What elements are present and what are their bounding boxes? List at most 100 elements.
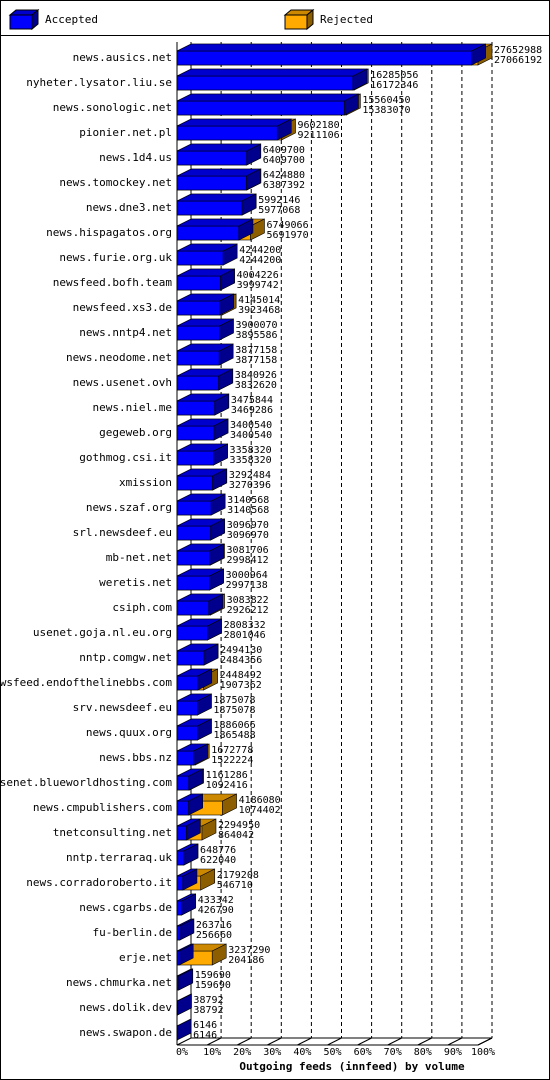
y-tick-label: usenet.blueworldhosting.com <box>0 776 172 789</box>
bar-front <box>176 925 181 941</box>
bar <box>176 593 224 616</box>
value-label: 2494130 <box>220 645 262 656</box>
y-tick-label: newsfeed.bofh.team <box>53 276 173 289</box>
value-label: 4244200 <box>239 245 281 256</box>
legend-label: Accepted <box>45 13 98 26</box>
bar-front <box>176 175 247 191</box>
y-tick-label: news.cgarbs.de <box>79 901 172 914</box>
y-tick-label: tnetconsulting.net <box>53 826 172 839</box>
y-tick-label: weretis.net <box>99 576 172 589</box>
bar <box>176 1018 192 1041</box>
bar-side <box>219 293 235 316</box>
value-label: 27066192 <box>494 55 542 66</box>
value-label: 9211106 <box>298 130 340 141</box>
bar-side <box>220 268 235 291</box>
value-label: 3081706 <box>227 545 269 556</box>
value-label: 9602180 <box>298 120 340 131</box>
bar <box>176 168 261 191</box>
bar <box>176 493 226 516</box>
value-label: 3475844 <box>231 395 273 406</box>
value-label: 1092416 <box>206 780 248 791</box>
y-tick-label: erje.net <box>119 951 172 964</box>
bar-side <box>471 43 486 66</box>
y-tick-label: srv.newsdeef.eu <box>73 701 172 714</box>
value-label: 38792 <box>193 995 223 1006</box>
value-label: 1074402 <box>239 805 281 816</box>
bar <box>176 768 204 791</box>
bar <box>176 418 229 441</box>
bar-side <box>238 218 254 241</box>
swatch-side <box>31 8 39 31</box>
bar-side <box>197 693 212 716</box>
value-label: 16172346 <box>370 80 418 91</box>
value-label: 159690 <box>195 970 231 981</box>
value-label: 3270396 <box>229 480 271 491</box>
y-tick-label: news.nntp4.net <box>79 326 172 339</box>
y-tick-label: news.tomockey.net <box>59 176 172 189</box>
bar-front <box>176 425 215 441</box>
bar-front <box>176 750 194 766</box>
bar-front <box>176 125 278 141</box>
y-tick-label: pionier.net.pl <box>79 126 172 139</box>
bar <box>176 468 227 491</box>
value-label: 27652988 <box>494 45 542 56</box>
bar-side <box>212 468 227 491</box>
tick-mark <box>297 1037 312 1046</box>
bar <box>176 893 196 916</box>
value-label: 6146 <box>193 1020 217 1031</box>
bar <box>176 568 224 591</box>
value-label: 3895586 <box>235 330 277 341</box>
bar <box>176 718 212 741</box>
value-label: 3900070 <box>235 320 277 331</box>
bar-front <box>176 200 243 216</box>
value-label: 3999742 <box>237 280 279 291</box>
bar-side <box>207 618 222 641</box>
value-label: 6409700 <box>263 155 305 166</box>
swatch-side <box>306 8 314 31</box>
bar <box>176 518 226 541</box>
bar <box>176 443 228 466</box>
value-label: 3400540 <box>230 420 272 431</box>
bar-front <box>176 875 184 891</box>
chart-title: Outgoing feeds (innfeed) by volume <box>239 1060 465 1073</box>
x-tick-label: 20% <box>233 1047 251 1058</box>
bar-side <box>210 493 226 516</box>
value-label: 2179208 <box>217 870 259 881</box>
bar-front <box>176 50 472 66</box>
value-label: 204186 <box>228 955 264 966</box>
bar-side <box>197 668 213 691</box>
bar-side <box>178 968 194 991</box>
bar-side <box>200 868 216 891</box>
value-label: 1522224 <box>211 755 253 766</box>
x-tick-label: 60% <box>354 1047 372 1058</box>
bar-front <box>176 550 210 566</box>
tick-mark <box>327 1037 342 1046</box>
value-label: 16285056 <box>370 70 418 81</box>
x-tick-label: 30% <box>263 1047 281 1058</box>
legend-swatch <box>283 8 315 31</box>
value-label: 1865488 <box>214 730 256 741</box>
y-tick-label: mb-net.net <box>106 551 172 564</box>
bar-side <box>183 843 199 866</box>
bar <box>176 143 262 166</box>
bar <box>176 343 234 366</box>
legend-label: Rejected <box>320 13 373 26</box>
value-label: 263716 <box>196 920 232 931</box>
bar-side <box>188 768 204 791</box>
y-tick-label: gothmog.csi.it <box>79 451 172 464</box>
bar-front <box>176 575 210 591</box>
bar-side <box>181 893 196 916</box>
y-tick-label: news.szaf.org <box>86 501 172 514</box>
bar <box>176 693 212 716</box>
value-label: 3292484 <box>229 470 271 481</box>
value-label: 256660 <box>196 930 232 941</box>
bar-front <box>176 350 220 366</box>
bar-side <box>208 593 224 616</box>
bar-side <box>246 143 262 166</box>
y-tick-label: news.1d4.us <box>99 151 172 164</box>
bar-front <box>176 225 240 241</box>
value-label: 5992146 <box>258 195 300 206</box>
bar <box>176 43 486 66</box>
bar <box>176 943 194 966</box>
